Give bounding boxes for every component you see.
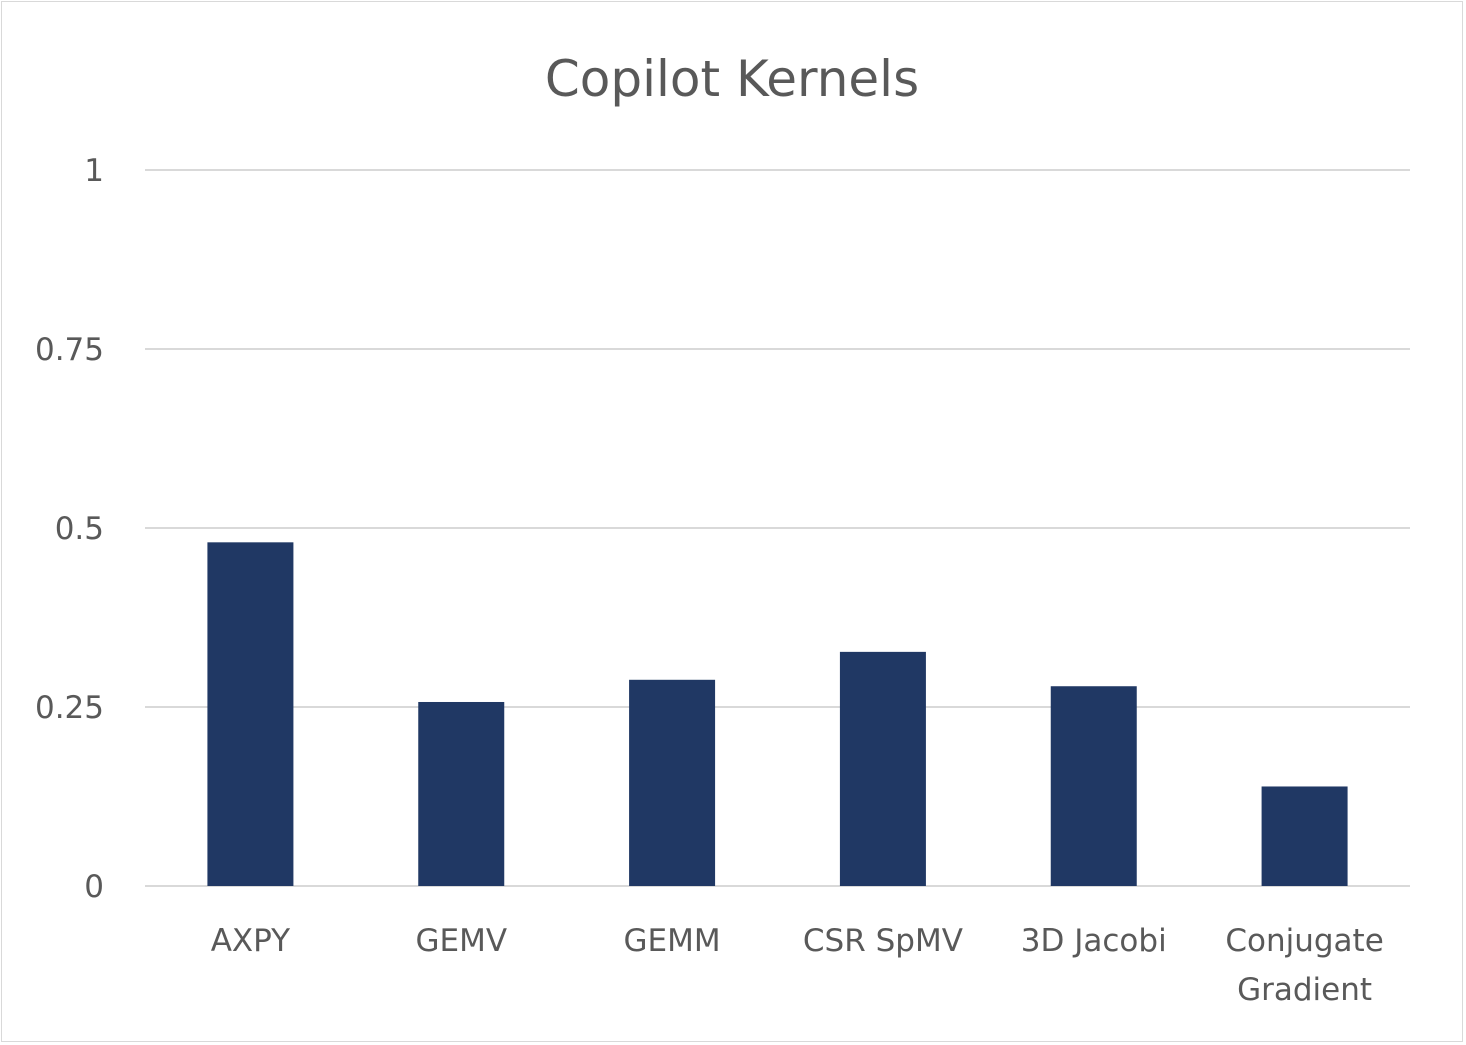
x-tick-label: GEMV [415, 923, 507, 959]
x-tick-label: GEMM [624, 923, 721, 959]
y-tick-label: 0.75 [35, 332, 104, 368]
y-tick-label: 1 [84, 153, 104, 189]
gridlines [145, 169, 1410, 887]
bar-gemv [418, 701, 505, 886]
chart-title: Copilot Kernels [545, 50, 919, 108]
x-tick-label: AXPY [211, 923, 290, 959]
y-tick-label: 0.5 [55, 511, 104, 547]
bar-gemm [629, 679, 716, 886]
bars [207, 542, 1348, 886]
bar-3d-jacobi [1050, 686, 1137, 886]
y-tick-label: 0.25 [35, 690, 104, 726]
y-tick-label: 0 [84, 869, 104, 905]
x-tick-label: Conjugate Gradient [1225, 923, 1383, 1008]
bar-csr-spmv [839, 651, 926, 886]
bar-axpy [207, 542, 294, 886]
x-tick-label: 3D Jacobi [1021, 923, 1167, 959]
y-axis-ticks: 0 0.25 0.5 0.75 1 [35, 153, 104, 905]
x-axis-labels: AXPY GEMV GEMM CSR SpMV 3D Jacobi Conjugate Gr… [211, 923, 1384, 1008]
bar-conjugate-gradient [1261, 786, 1348, 886]
x-tick-label: CSR SpMV [803, 923, 963, 959]
